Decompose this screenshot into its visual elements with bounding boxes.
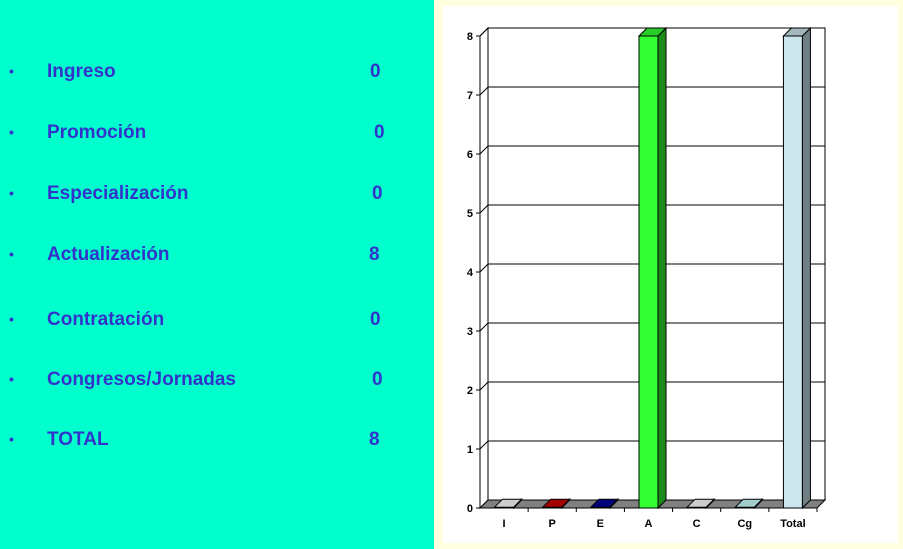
y-tick-label: 5 (467, 208, 473, 220)
item-label: TOTAL (47, 429, 109, 450)
bar-chart: 0 1 2 3 4 5 6 7 8 I P E A C Cg Total (467, 26, 827, 530)
bar-side-total (801, 26, 811, 510)
bar-total (782, 35, 803, 509)
list-item-total: • TOTAL 8 (0, 429, 434, 453)
bullet-icon: • (9, 371, 14, 387)
bullet-icon: • (9, 311, 14, 327)
bar-a (638, 35, 659, 509)
y-tick-label: 8 (467, 31, 473, 43)
gridline (479, 145, 825, 155)
list-item-contratacion: • Contratación 0 (0, 309, 434, 333)
gridline (479, 440, 825, 450)
item-value: 0 (372, 369, 383, 390)
bar-top-cg (734, 498, 764, 508)
bar-top-p (541, 498, 571, 508)
bar-top-a (637, 27, 668, 37)
x-tick-label: I (503, 518, 506, 530)
item-label: Actualización (47, 244, 170, 265)
bullet-icon: • (9, 246, 14, 262)
item-value: 0 (372, 183, 383, 204)
y-tick-label: 4 (467, 267, 474, 279)
bullet-icon: • (9, 63, 14, 79)
item-label: Contratación (47, 309, 165, 330)
y-tick-label: 7 (467, 90, 473, 102)
item-label: Promoción (47, 122, 147, 143)
y-tick-label: 6 (467, 149, 473, 161)
item-label: Ingreso (47, 61, 116, 82)
bullet-icon: • (9, 431, 14, 447)
y-tick-label: 3 (467, 326, 473, 338)
list-item-actualizacion: • Actualización 8 (0, 244, 434, 268)
bullet-icon: • (9, 124, 14, 140)
x-tick-label: P (549, 518, 556, 530)
x-tick-label: A (645, 518, 653, 530)
gridline (479, 86, 825, 96)
item-value: 0 (370, 61, 381, 82)
list-item-congresos: • Congresos/Jornadas 0 (0, 369, 434, 393)
item-value: 0 (374, 122, 385, 143)
stats-panel: • Ingreso 0 • Promoción 0 • Especializac… (0, 0, 434, 549)
bar-top-total (782, 27, 812, 37)
x-tick-label: Cg (737, 518, 752, 530)
y-tick-label: 2 (467, 385, 473, 397)
x-tick-label: Total (780, 518, 805, 530)
bar-side-a (657, 26, 667, 510)
gridline (479, 27, 825, 37)
item-value: 8 (369, 244, 380, 265)
y-tick-label: 1 (467, 444, 473, 456)
chart-area: 0 1 2 3 4 5 6 7 8 I P E A C Cg Total (443, 6, 898, 543)
list-item-promocion: • Promoción 0 (0, 122, 434, 146)
gridline (479, 263, 825, 273)
gridline (479, 322, 825, 332)
list-item-especializacion: • Especialización 0 (0, 183, 434, 207)
y-tick-label: 0 (467, 503, 473, 515)
item-value: 8 (369, 429, 380, 450)
bar-top-e (589, 498, 620, 508)
item-label: Congresos/Jornadas (47, 369, 236, 390)
list-item-ingreso: • Ingreso 0 (0, 61, 434, 85)
gridline (479, 204, 825, 214)
gridline (479, 381, 825, 391)
bar-top-i (493, 498, 523, 508)
item-label: Especialización (47, 183, 189, 204)
bullet-icon: • (9, 185, 14, 201)
x-tick-label: E (597, 518, 604, 530)
bar-top-c (685, 498, 716, 508)
item-value: 0 (370, 309, 381, 330)
x-tick-label: C (693, 518, 701, 530)
